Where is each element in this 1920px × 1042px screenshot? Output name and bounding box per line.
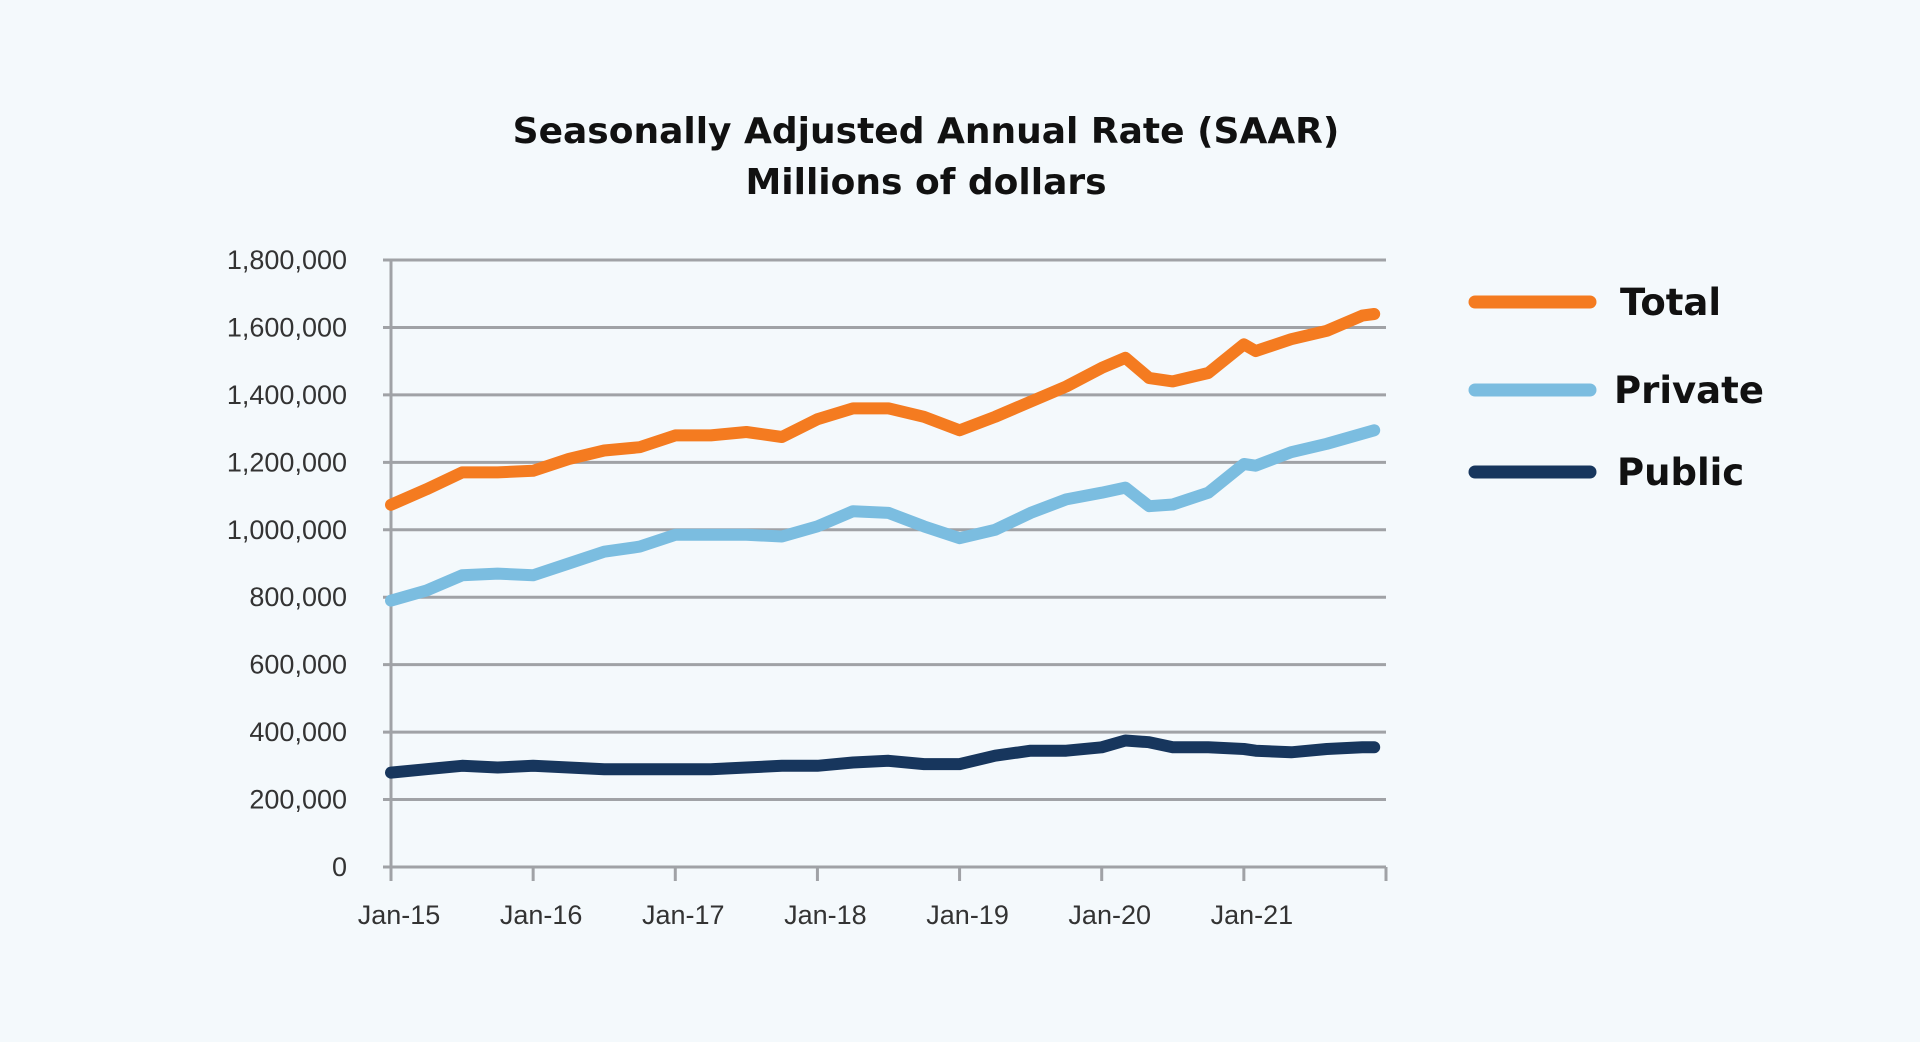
series-line-total — [385, 308, 1381, 511]
x-tick-label: Jan-16 — [500, 900, 583, 930]
gridlines — [383, 258, 1388, 881]
chart-subtitle: Millions of dollars — [745, 162, 1106, 203]
y-tick-label: 600,000 — [249, 650, 347, 680]
legend: Total Private Public — [1468, 281, 1764, 494]
x-tick-label: Jan-17 — [642, 900, 725, 930]
y-axis: 0 200,000 400,000 600,000 800,000 1,000,000 1,… — [227, 245, 347, 882]
x-tick-label: Jan-19 — [926, 900, 1009, 930]
y-tick-label: 0 — [332, 852, 347, 882]
y-tick-label: 800,000 — [249, 582, 347, 612]
x-tick-label: Jan-20 — [1068, 900, 1151, 930]
y-tick-label: 400,000 — [249, 717, 347, 747]
x-tick-label: Jan-15 — [358, 900, 441, 930]
series-line-private — [385, 424, 1381, 607]
y-tick-label: 1,600,000 — [227, 312, 347, 342]
legend-label-private: Private — [1614, 369, 1764, 412]
legend-label-total: Total — [1620, 281, 1721, 324]
x-tick-label: Jan-18 — [784, 900, 867, 930]
series-line-public — [385, 734, 1381, 779]
chart-title: Seasonally Adjusted Annual Rate (SAAR) — [513, 111, 1340, 152]
y-tick-label: 1,200,000 — [227, 447, 347, 477]
series-lines — [385, 308, 1381, 779]
y-tick-label: 200,000 — [249, 785, 347, 815]
y-tick-label: 1,000,000 — [227, 515, 347, 545]
y-tick-label: 1,800,000 — [227, 245, 347, 275]
legend-label-public: Public — [1617, 451, 1744, 494]
x-axis: Jan-15 Jan-16 Jan-17 Jan-18 Jan-19 Jan-20 Jan-… — [358, 900, 1293, 930]
y-tick-label: 1,400,000 — [227, 380, 347, 410]
x-tick-label: Jan-21 — [1211, 900, 1294, 930]
